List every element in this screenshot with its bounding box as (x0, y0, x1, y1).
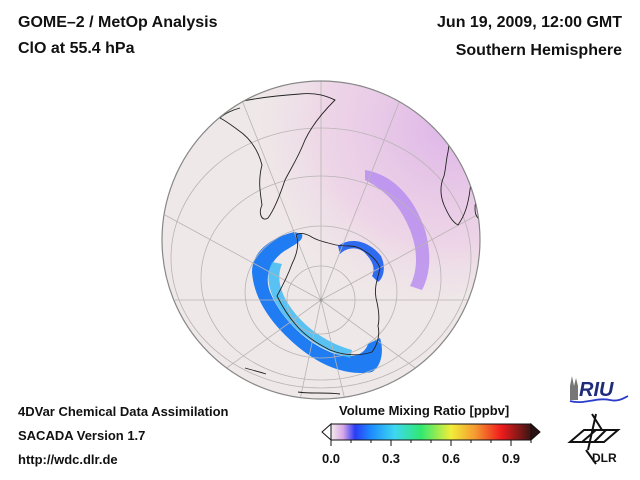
australia-coast (297, 391, 341, 395)
dlr-logo-text: DLR (592, 451, 617, 465)
website-link[interactable]: http://wdc.dlr.de (18, 452, 118, 467)
colorbar-tick-label: 0.9 (501, 451, 521, 466)
riu-logo: RIU (569, 376, 629, 404)
assimilation-method: 4DVar Chemical Data Assimilation (18, 404, 229, 419)
dlr-logo: DLR (567, 413, 621, 465)
model-version: SACADA Version 1.7 (18, 428, 146, 443)
colorbar-tick-label: 0.0 (321, 451, 341, 466)
riu-logo-text: RIU (579, 379, 614, 401)
antarctica-coast (276, 233, 381, 356)
product-title: GOME–2 / MetOp Analysis (18, 14, 218, 31)
analysis-datetime: Jun 19, 2009, 12:00 GMT (437, 14, 622, 31)
south-pole-marker (319, 298, 323, 302)
species-level: ClO at 55.4 hPa (18, 40, 135, 57)
clo-band-east (365, 170, 430, 290)
south-america-coast (214, 93, 336, 220)
graticule (164, 81, 478, 399)
clo-crescent-main (252, 232, 382, 374)
colorbar-gradient (330, 423, 532, 441)
river-wave-icon (569, 395, 629, 404)
globe-outline (161, 80, 481, 400)
colorbar-under-arrow (321, 422, 332, 442)
colorbar-tick-label: 0.3 (381, 451, 401, 466)
dlr-emblem-icon (567, 413, 621, 465)
cathedral-icon (570, 376, 578, 400)
clo-arc-inner (338, 241, 384, 282)
new-zealand-coast (244, 367, 267, 375)
hemisphere-label: Southern Hemisphere (455, 42, 622, 59)
colorbar-tick-label: 0.6 (441, 451, 461, 466)
colorbar-title: Volume Mixing Ratio [ppbv] (339, 403, 510, 418)
colorbar-over-arrow (530, 422, 541, 442)
